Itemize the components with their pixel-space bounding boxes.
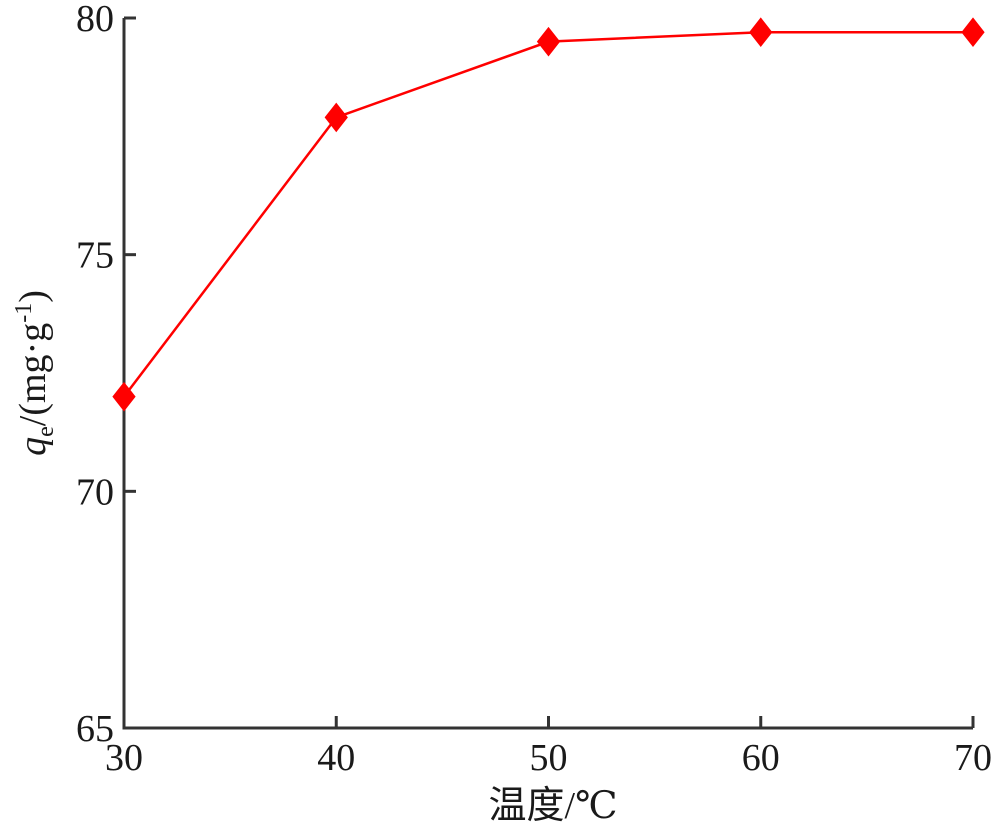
y-axis-title-unit: /(mg·g bbox=[12, 323, 54, 426]
x-tick-label: 30 bbox=[105, 737, 143, 779]
x-tick-label: 50 bbox=[530, 737, 568, 779]
y-axis-title-subscript: e bbox=[33, 426, 59, 437]
y-tick-label: 65 bbox=[76, 708, 114, 750]
x-tick-label: 70 bbox=[954, 737, 992, 779]
y-tick-label: 80 bbox=[76, 0, 114, 40]
y-axis-title: qe/(mg·g-1) bbox=[11, 290, 59, 456]
plot-area: 65 70 75 80 30 40 50 60 70 bbox=[76, 0, 992, 779]
y-axis-title-q: q bbox=[12, 437, 54, 456]
x-tick-label: 40 bbox=[317, 737, 355, 779]
x-axis-title: 温度/℃ bbox=[488, 785, 617, 827]
data-point-marker bbox=[961, 17, 985, 48]
series-line bbox=[123, 30, 973, 398]
y-tick-label: 75 bbox=[76, 235, 114, 277]
data-point-marker bbox=[536, 26, 561, 57]
data-point-marker bbox=[112, 381, 136, 412]
y-axis-title-close: ) bbox=[12, 290, 54, 303]
data-point-marker bbox=[749, 17, 773, 48]
x-tick-label: 60 bbox=[742, 737, 780, 779]
data-point-marker bbox=[324, 102, 348, 133]
y-tick-label: 70 bbox=[76, 471, 114, 513]
y-axis-title-superscript: -1 bbox=[11, 303, 37, 323]
